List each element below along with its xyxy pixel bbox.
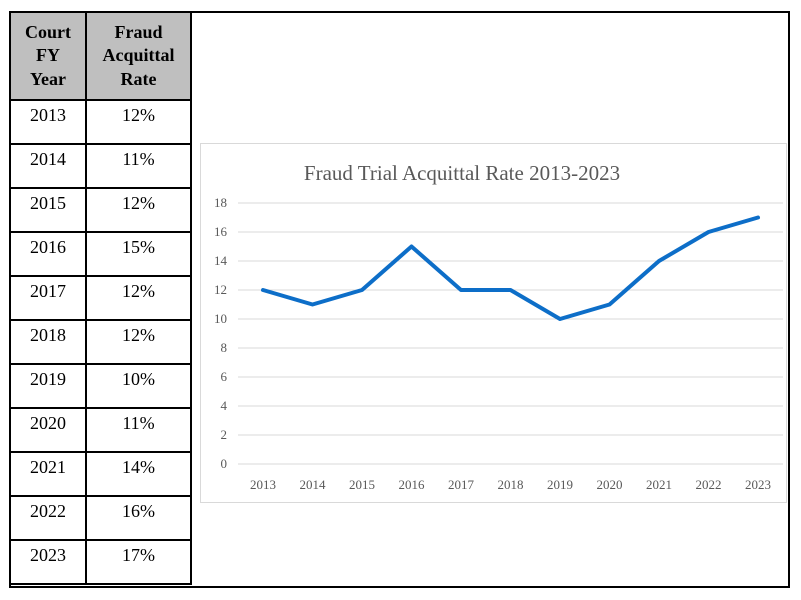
x-tick-label: 2019 <box>547 477 573 492</box>
rate-cell: 12% <box>85 275 192 321</box>
rate-cell: 12% <box>85 319 192 365</box>
y-tick-label: 10 <box>214 311 227 326</box>
x-axis-labels: 2013 2014 2015 2016 2017 2018 2019 2020 2021 2022… <box>250 477 771 492</box>
line-chart-svg: 0 2 4 6 8 10 12 14 16 18 2013 2014 2015 2016 2017 2018… <box>214 161 783 492</box>
year-cell: 2021 <box>9 451 87 497</box>
table-row: 2013 12% <box>9 99 192 145</box>
rate-cell: 12% <box>85 187 192 233</box>
rate-cell: 12% <box>85 99 192 145</box>
year-cell: 2018 <box>9 319 87 365</box>
table-row: 2014 11% <box>9 143 192 189</box>
data-line <box>261 215 760 321</box>
y-tick-label: 18 <box>214 195 227 210</box>
rate-cell: 10% <box>85 363 192 409</box>
year-cell: 2014 <box>9 143 87 189</box>
fraud-chart-panel: 0 2 4 6 8 10 12 14 16 18 2013 2014 2015 2016 2017 2018… <box>200 143 787 503</box>
x-tick-label: 2015 <box>349 477 375 492</box>
y-tick-label: 6 <box>221 369 228 384</box>
x-tick-label: 2013 <box>250 477 276 492</box>
y-tick-label: 12 <box>214 282 227 297</box>
year-cell: 2017 <box>9 275 87 321</box>
year-cell: 2013 <box>9 99 87 145</box>
acquittal-rate-table: Court FY Year Fraud Acquittal Rate 2013 1… <box>9 11 192 585</box>
table-row: 2016 15% <box>9 231 192 277</box>
table-row: 2015 12% <box>9 187 192 233</box>
year-cell: 2022 <box>9 495 87 541</box>
x-tick-label: 2020 <box>597 477 623 492</box>
y-tick-label: 14 <box>214 253 228 268</box>
x-tick-label: 2016 <box>399 477 426 492</box>
rate-cell: 17% <box>85 539 192 585</box>
table-row: 2018 12% <box>9 319 192 365</box>
year-cell: 2019 <box>9 363 87 409</box>
y-tick-label: 8 <box>221 340 228 355</box>
rate-cell: 11% <box>85 407 192 453</box>
y-tick-label: 4 <box>221 398 228 413</box>
table-header: Court FY Year Fraud Acquittal Rate <box>9 11 192 101</box>
year-cell: 2015 <box>9 187 87 233</box>
y-tick-label: 2 <box>221 427 228 442</box>
chart-title: Fraud Trial Acquittal Rate 2013-2023 <box>304 161 620 185</box>
year-cell: 2016 <box>9 231 87 277</box>
rate-cell: 15% <box>85 231 192 277</box>
header-court-fy-year: Court FY Year <box>9 11 87 101</box>
table-row: 2021 14% <box>9 451 192 497</box>
table-body: 2013 12% 2014 11% 2015 12% 2016 15% 2017 12% 2018 1… <box>9 99 192 585</box>
x-tick-label: 2017 <box>448 477 475 492</box>
rate-cell: 14% <box>85 451 192 497</box>
x-tick-label: 2023 <box>745 477 771 492</box>
table-row: 2017 12% <box>9 275 192 321</box>
gridlines <box>238 202 783 465</box>
y-axis-labels: 0 2 4 6 8 10 12 14 16 18 <box>214 195 228 471</box>
table-row: 2023 17% <box>9 539 192 585</box>
x-tick-label: 2022 <box>696 477 722 492</box>
acquittal-rate-line <box>261 215 760 321</box>
table-row: 2020 11% <box>9 407 192 453</box>
table-row: 2022 16% <box>9 495 192 541</box>
y-tick-label: 16 <box>214 224 228 239</box>
x-tick-label: 2014 <box>300 477 327 492</box>
y-tick-label: 0 <box>221 456 228 471</box>
table-row: 2019 10% <box>9 363 192 409</box>
year-cell: 2020 <box>9 407 87 453</box>
x-tick-label: 2021 <box>646 477 672 492</box>
x-tick-label: 2018 <box>498 477 524 492</box>
year-cell: 2023 <box>9 539 87 585</box>
rate-cell: 16% <box>85 495 192 541</box>
rate-cell: 11% <box>85 143 192 189</box>
header-fraud-acquittal-rate: Fraud Acquittal Rate <box>85 11 192 101</box>
